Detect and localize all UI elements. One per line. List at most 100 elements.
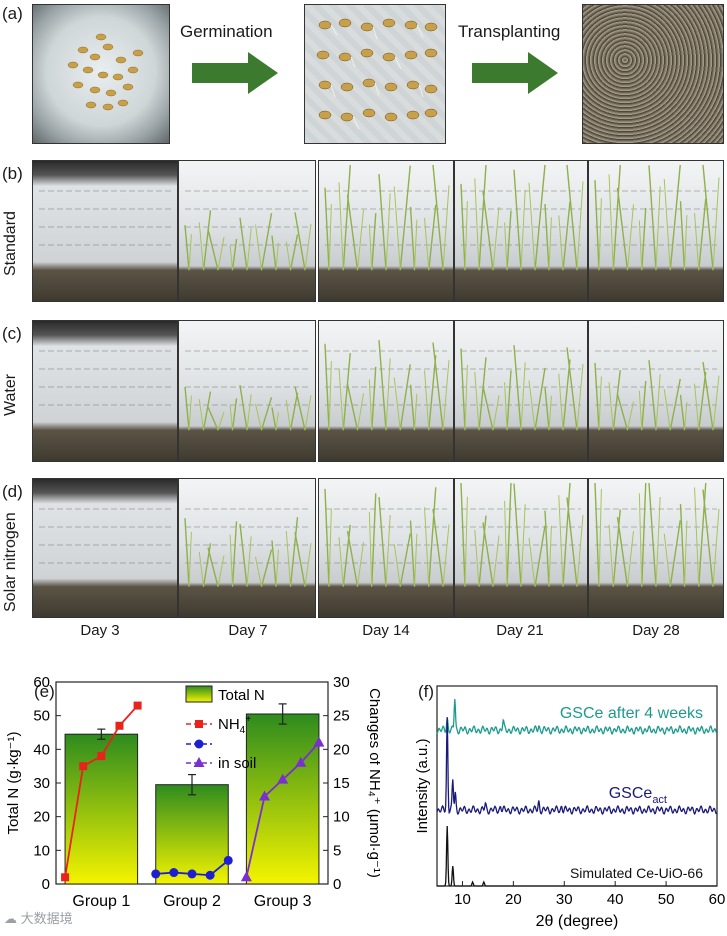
day-label-14: Day 14 — [362, 622, 410, 639]
plant-leaf — [558, 215, 564, 271]
legend-triangle-marker — [193, 757, 205, 767]
plant-leaf — [698, 371, 707, 431]
plant-leaf — [304, 223, 312, 271]
plant-leaf — [698, 482, 707, 587]
plant-leaf — [506, 210, 512, 271]
tank-photo-row1-day2 — [178, 160, 316, 302]
plant-leaf — [513, 345, 522, 431]
legend-nh4-marker — [195, 720, 203, 728]
nh4-point — [295, 756, 307, 767]
plants-illustration — [324, 487, 450, 587]
plant-leaf — [478, 164, 487, 271]
x-axis-label: 2θ (degree) — [536, 913, 619, 930]
nh4-point — [115, 721, 124, 730]
germination-arrow-icon — [192, 52, 278, 94]
plant-leaf — [655, 496, 661, 587]
plant-leaf — [424, 507, 430, 587]
plant-leaf — [616, 394, 629, 431]
plant-leaf — [255, 403, 262, 431]
plant-leaf — [414, 393, 418, 431]
plant-leaf — [260, 549, 273, 587]
plant-leaf — [184, 518, 190, 587]
plant-leaf — [641, 207, 647, 271]
plant-leaf — [562, 201, 571, 271]
plant-leaf — [612, 164, 621, 271]
plants-illustration — [184, 508, 312, 587]
plant-leaf — [275, 242, 279, 271]
plant-leaf — [576, 515, 584, 587]
legend-bar-swatch — [185, 685, 213, 703]
seeds-illustration — [67, 33, 144, 111]
day-label-28: Day 28 — [632, 622, 680, 639]
bar-group-2 — [155, 784, 229, 885]
plant-leaf — [409, 206, 416, 271]
panel-a-label: (a) — [2, 4, 23, 23]
panel-d-label: (d) — [2, 482, 23, 501]
plant-leaf — [346, 194, 359, 271]
plants-illustration — [594, 482, 720, 587]
plant-leaf — [289, 517, 299, 587]
plant-leaf — [679, 394, 686, 431]
tank-photo-row3-day2 — [178, 478, 316, 618]
plant-leaf — [285, 530, 291, 587]
plant-leaf — [378, 340, 387, 431]
nh4-point — [313, 736, 325, 747]
row-label-standard: Standard — [2, 211, 19, 276]
plant-leaf — [217, 411, 225, 431]
germination-label: Germination — [180, 22, 273, 41]
plant-leaf — [304, 395, 312, 431]
plant-leaf — [371, 493, 377, 587]
plants-illustration — [184, 190, 312, 271]
panel-e-label: (e) — [34, 682, 55, 701]
nh4-point — [205, 870, 215, 880]
plant-leaf — [428, 487, 437, 587]
plant-leaf — [474, 178, 480, 271]
plant-leaf — [271, 235, 277, 271]
plant-leaf — [255, 224, 262, 271]
plant-leaf — [504, 382, 508, 431]
tank-photo-row2-day5 — [588, 320, 724, 462]
nh4-point — [259, 790, 271, 801]
plant-leaf — [184, 386, 190, 431]
plant-leaf — [534, 525, 546, 587]
plant-leaf — [616, 516, 629, 587]
y-tick-label: 20 — [33, 809, 50, 826]
tank-photo-row3-day3 — [318, 478, 454, 618]
plant-leaf — [698, 198, 707, 271]
plant-leaf — [255, 556, 262, 587]
plant-leaf — [342, 353, 351, 431]
plant-leaf — [482, 191, 494, 271]
y-axis-label: Total N (g·kg⁻¹) — [5, 732, 22, 835]
plant-leaf — [328, 508, 332, 587]
plant-leaf — [285, 241, 291, 271]
plants-illustration — [594, 164, 720, 271]
plant-leaf — [207, 406, 219, 431]
nh4-point — [187, 869, 197, 879]
plant-leaf — [694, 212, 700, 271]
y-tick-label: 60 — [33, 676, 50, 691]
transplanting-label: Transplanting — [458, 22, 561, 41]
nh4-point — [79, 762, 88, 771]
plant-leaf — [638, 493, 643, 587]
plant-leaf — [231, 238, 238, 271]
plant-leaf — [482, 522, 494, 587]
plant-leaf — [198, 551, 204, 587]
plant-leaf — [594, 362, 600, 431]
y-right-tick-label: 25 — [333, 708, 350, 725]
plant-leaf — [562, 359, 571, 431]
xrd-chart: 10 20 30 40 50 60 2θ (degree) Intensity (a.u.) G… — [414, 685, 725, 930]
plant-leaf — [328, 204, 332, 271]
tank-photo-row1-day4 — [454, 160, 588, 302]
plant-leaf — [506, 482, 512, 587]
plant-leaf — [399, 533, 411, 587]
plant-leaf — [432, 164, 444, 271]
legend-nh4: NH4+ — [218, 714, 251, 736]
plant-leaf — [548, 217, 552, 271]
bar-group-3 — [245, 713, 320, 885]
plant-leaf — [594, 180, 600, 271]
legend-total-n: Total N — [218, 687, 265, 704]
plant-leaf — [663, 179, 671, 271]
x-tick-label: 40 — [607, 891, 624, 908]
plant-leaf — [608, 382, 614, 431]
plant-leaf — [641, 482, 647, 587]
